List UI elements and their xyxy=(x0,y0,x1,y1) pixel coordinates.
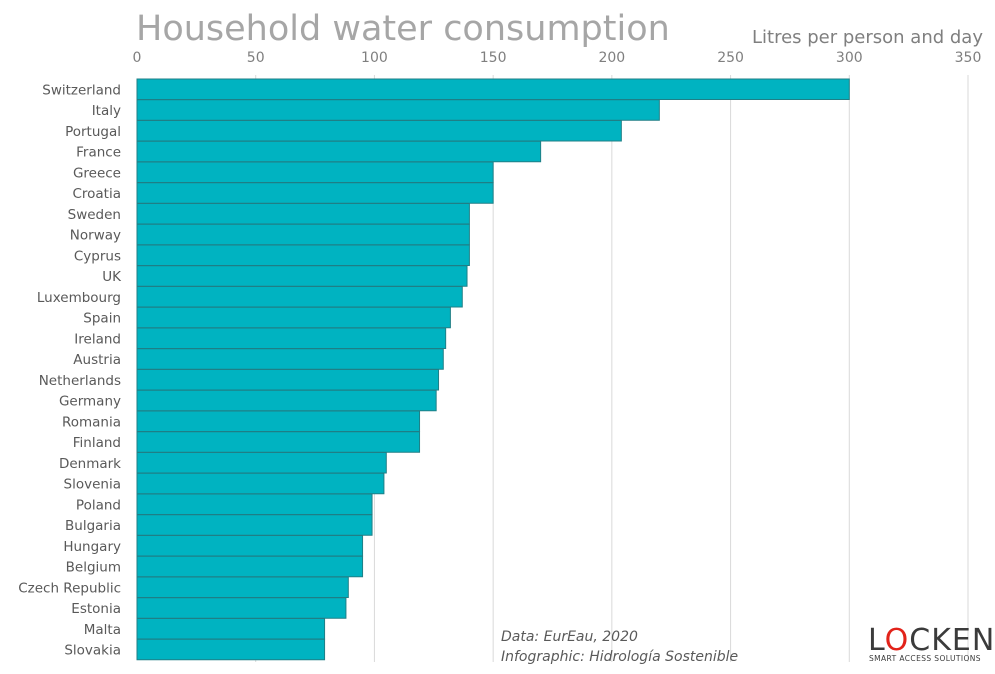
category-label: Slovakia xyxy=(64,643,121,659)
category-label: Sweden xyxy=(68,207,121,223)
category-label: Bulgaria xyxy=(65,518,121,534)
bar xyxy=(136,223,470,246)
x-tick-label: 150 xyxy=(480,50,507,66)
bar xyxy=(136,120,622,142)
category-label: Spain xyxy=(83,311,121,327)
category-labels: Switzerland Italy Portugal France Greece Croa… xyxy=(18,82,122,658)
bar xyxy=(136,203,470,225)
bar xyxy=(136,555,364,578)
category-label: Greece xyxy=(73,165,121,181)
category-label: Germany xyxy=(59,394,121,410)
bar xyxy=(136,369,440,391)
category-label: Cyprus xyxy=(74,248,121,264)
category-label: Portugal xyxy=(65,124,121,140)
category-label: Italy xyxy=(92,103,121,119)
x-tick-label: 0 xyxy=(133,50,142,66)
bar xyxy=(136,161,494,183)
x-axis-ticks: 0 50 100 150 200 250 300 350 xyxy=(133,50,982,66)
category-label: Austria xyxy=(73,352,121,368)
logo-text: LOCKEN xyxy=(868,623,995,658)
category-label: Poland xyxy=(76,497,121,513)
category-label: Netherlands xyxy=(39,373,121,389)
category-label: Denmark xyxy=(59,456,121,472)
bar xyxy=(136,472,385,495)
bars xyxy=(136,78,850,661)
bar xyxy=(136,265,468,287)
bar xyxy=(136,514,373,536)
category-label: Malta xyxy=(84,622,121,638)
x-tick-label: 100 xyxy=(361,50,388,66)
source-line-data: Data: EurEau, 2020 xyxy=(501,629,638,645)
category-label: Belgium xyxy=(66,560,121,576)
chart-title: Household water consumption xyxy=(136,9,670,49)
category-label: Finland xyxy=(73,435,121,451)
bar xyxy=(136,618,326,640)
category-label: Estonia xyxy=(71,601,121,617)
category-label: Ireland xyxy=(74,331,121,347)
bar xyxy=(136,244,470,266)
bar xyxy=(136,493,373,515)
x-tick-label: 200 xyxy=(598,50,625,66)
x-axis-label: Litres per person and day xyxy=(752,27,983,48)
logo-tagline: SMART ACCESS SOLUTIONS xyxy=(869,654,981,663)
bar xyxy=(136,348,444,370)
category-label: Czech Republic xyxy=(18,580,121,596)
bar xyxy=(136,140,542,163)
x-tick-label: 250 xyxy=(717,50,744,66)
category-label: France xyxy=(76,145,121,161)
category-label: Hungary xyxy=(63,539,121,555)
x-tick-label: 300 xyxy=(836,50,863,66)
x-tick-label: 50 xyxy=(247,50,265,66)
bar xyxy=(136,286,463,308)
x-tick-label: 350 xyxy=(955,50,982,66)
bar xyxy=(136,410,421,432)
category-label: Romania xyxy=(62,414,121,430)
category-label: Switzerland xyxy=(42,82,121,98)
category-label: Slovenia xyxy=(64,477,121,493)
bar xyxy=(136,182,494,204)
category-label: Norway xyxy=(70,228,121,244)
category-label: Luxembourg xyxy=(37,290,121,306)
source-line-infographic: Infographic: Hidrología Sostenible xyxy=(501,649,738,665)
bar xyxy=(136,327,447,349)
bar xyxy=(136,431,421,453)
bar xyxy=(136,576,349,598)
bar xyxy=(136,389,437,412)
locken-logo: LOCKEN SMART ACCESS SOLUTIONS xyxy=(868,623,995,663)
bar xyxy=(136,99,660,121)
bar xyxy=(136,452,387,474)
category-label: UK xyxy=(102,269,122,285)
bar xyxy=(136,638,326,661)
category-label: Croatia xyxy=(72,186,121,202)
bar xyxy=(136,78,850,100)
bar xyxy=(136,597,347,619)
bar xyxy=(136,306,451,329)
bar xyxy=(136,535,364,557)
